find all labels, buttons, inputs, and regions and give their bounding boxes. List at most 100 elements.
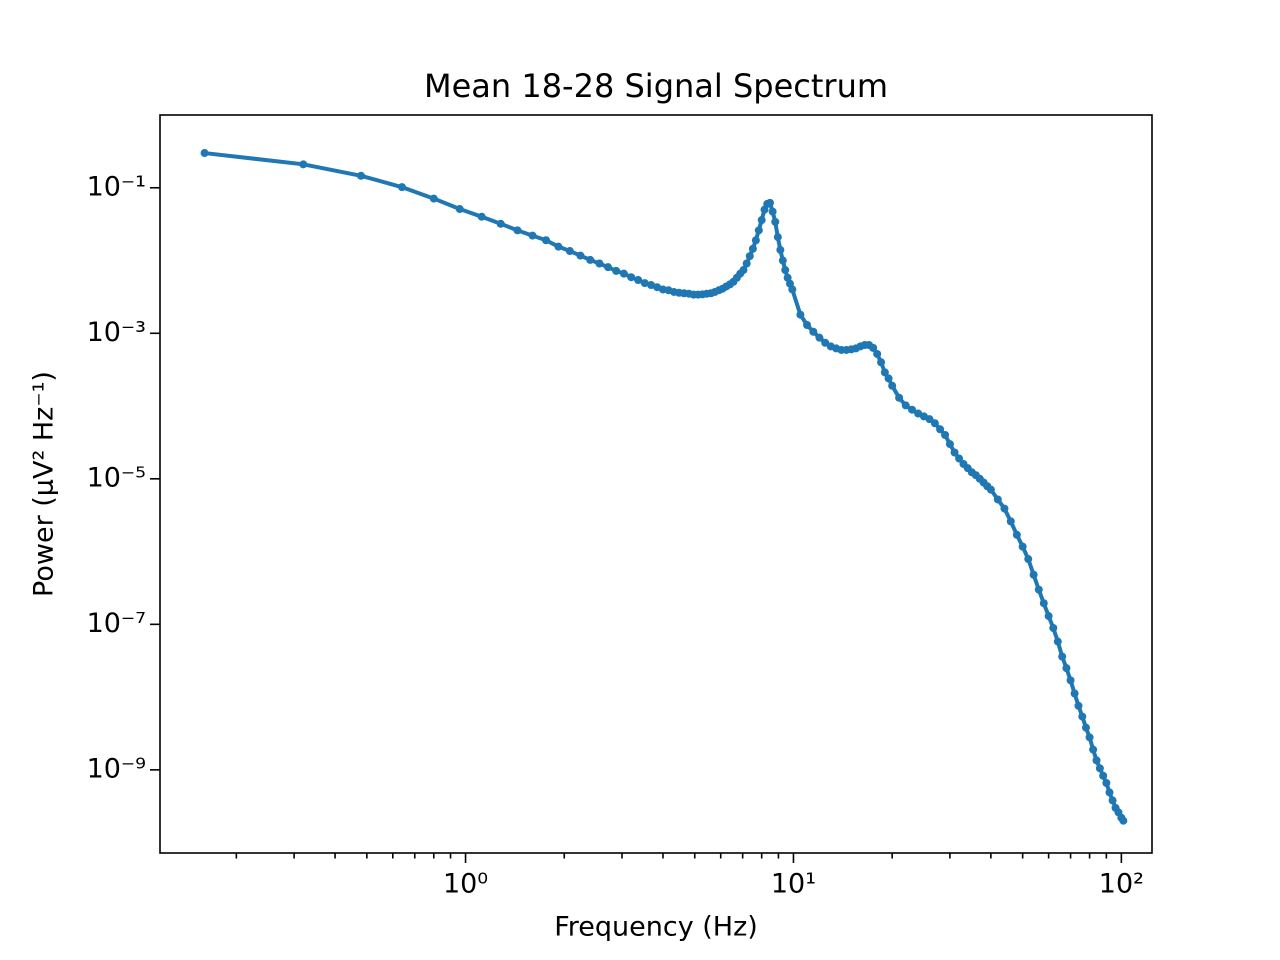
data-point [771,217,780,226]
y-tick-label: 10⁻¹ [87,171,146,202]
data-point [634,275,643,284]
data-point [576,251,585,260]
data-point [776,245,785,254]
data-point [200,149,209,158]
data-point [1049,624,1058,633]
data-point [429,194,438,203]
data-point [1044,612,1053,621]
data-point [796,310,805,319]
data-point [1085,733,1094,742]
data-point [1099,771,1108,780]
data-point [604,263,613,272]
axes-frame [159,114,1153,854]
data-point [397,183,406,192]
data-point [880,368,889,377]
data-point [950,448,959,457]
data-point [773,233,782,242]
data-point [768,207,777,216]
data-point [299,160,308,169]
data-point [1000,504,1009,513]
data-point [1102,778,1111,787]
data-point [528,231,537,240]
data-point [1081,723,1090,732]
data-point [1074,701,1083,710]
data-point [496,219,505,228]
data-point [739,266,748,275]
data-point [751,236,760,245]
y-axis-label: Power (μV² Hz⁻¹) [29,371,60,597]
data-point [1089,745,1098,754]
data-point [1034,585,1043,594]
data-point [930,419,939,428]
x-tick-label: 10² [1099,869,1144,900]
data-point [815,333,824,342]
data-point [357,171,366,180]
data-point [1018,542,1027,551]
data-point [477,212,486,221]
data-point [757,216,766,225]
data-point [888,381,897,390]
data-point [1095,764,1104,773]
data-point [1012,530,1021,539]
data-point [542,236,551,245]
data-point [565,247,574,256]
data-point [803,320,812,329]
data-point [1078,712,1087,721]
data-point [455,205,464,214]
chart-title: Mean 18-28 Signal Spectrum [424,67,888,105]
data-point [1119,816,1128,825]
data-point [513,226,522,235]
data-point [745,252,754,261]
data-point [955,454,964,463]
data-point [742,259,751,268]
data-point [877,358,886,367]
data-point [1024,555,1033,564]
data-point [765,198,774,207]
data-point [1058,652,1067,661]
data-point [781,266,790,275]
data-point [1062,664,1071,673]
data-point [1108,796,1117,805]
data-point [748,244,757,253]
data-point [936,425,945,434]
x-tick-label: 10⁰ [443,869,488,900]
data-point [873,349,882,358]
data-point [869,343,878,352]
data-point [941,431,950,440]
data-point [1039,599,1048,608]
data-point [627,273,636,282]
data-point [554,242,563,251]
data-point [901,401,910,410]
data-point [586,255,595,264]
data-point [945,440,954,449]
data-point [778,256,787,265]
data-point [1029,570,1038,579]
data-point [788,285,797,294]
data-point [1092,756,1101,765]
data-point [1066,676,1075,685]
data-point [993,495,1002,504]
y-tick-label: 10⁻⁷ [87,608,146,639]
data-point [895,393,904,402]
data-point [908,405,917,414]
data-point [754,226,763,235]
data-point [809,327,818,336]
y-tick-label: 10⁻⁵ [87,462,146,493]
data-point [1105,788,1114,797]
y-tick-label: 10⁻⁹ [87,753,146,784]
data-point [640,279,649,288]
data-point [1053,637,1062,646]
x-tick-label: 10¹ [771,869,816,900]
data-point [1070,689,1079,698]
plot-area [200,149,1128,825]
data-point [1006,517,1015,526]
y-tick-label: 10⁻³ [87,317,146,348]
data-point [986,485,995,494]
data-point [884,374,893,383]
data-point [619,269,628,278]
data-point [647,281,656,290]
data-point [612,266,621,275]
data-point [595,259,604,268]
